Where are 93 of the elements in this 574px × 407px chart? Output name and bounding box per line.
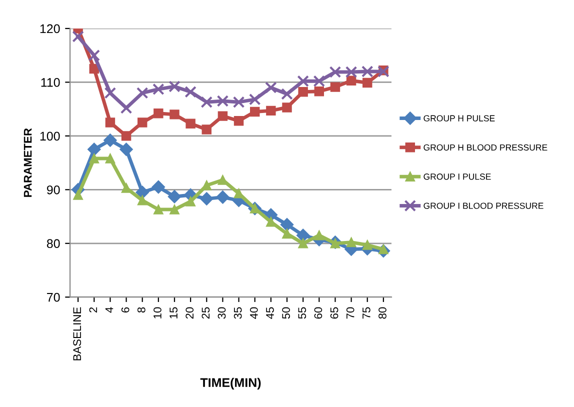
point xyxy=(121,131,132,141)
point xyxy=(346,237,356,248)
point xyxy=(202,180,212,190)
point xyxy=(232,96,245,108)
point xyxy=(168,80,180,92)
x-tick-label: BASELINE xyxy=(73,307,82,360)
x-tick-label: 80 xyxy=(378,307,386,319)
y-tick-label: 100 xyxy=(40,132,60,141)
point xyxy=(234,116,244,126)
x-tick-label: 20 xyxy=(186,307,194,319)
point xyxy=(186,118,196,128)
point xyxy=(152,83,164,96)
point xyxy=(121,183,132,193)
x-tick-label: 45 xyxy=(266,307,274,319)
point xyxy=(362,240,372,250)
point xyxy=(200,192,214,206)
point xyxy=(296,228,310,242)
y-axis-title: PARAMETER xyxy=(24,128,32,197)
point xyxy=(88,49,100,62)
point xyxy=(184,86,196,98)
legend-label: GROUP H PULSE xyxy=(424,115,495,122)
point xyxy=(361,66,374,78)
point xyxy=(168,190,182,204)
point xyxy=(298,238,308,248)
x-tick-label: 55 xyxy=(298,307,306,319)
point xyxy=(216,190,230,204)
y-tick-label: 80 xyxy=(46,239,60,248)
point xyxy=(137,118,148,128)
x-tick-label: 30 xyxy=(218,307,226,319)
x-tick-label: 40 xyxy=(250,307,258,319)
x-tick-label: 4 xyxy=(105,307,114,313)
point xyxy=(282,228,292,239)
legend-label: GROUP I PULSE xyxy=(424,174,491,180)
x-axis-title: TIME(MIN) xyxy=(200,378,261,390)
point xyxy=(218,111,228,121)
point xyxy=(265,82,277,94)
point xyxy=(104,134,117,147)
point xyxy=(137,196,148,206)
x-tick-label: 75 xyxy=(362,307,370,319)
point xyxy=(313,75,326,88)
y-tick-label: 120 xyxy=(40,24,60,34)
y-tick-label: 90 xyxy=(46,185,60,194)
point xyxy=(136,186,149,199)
point xyxy=(154,108,164,118)
point xyxy=(120,142,133,156)
point xyxy=(136,87,148,99)
point xyxy=(154,204,164,214)
x-tick-label: 35 xyxy=(234,307,242,319)
point xyxy=(314,86,324,96)
point xyxy=(266,106,276,116)
x-tick-label: 70 xyxy=(346,307,354,319)
x-tick-label: 65 xyxy=(330,307,338,319)
point xyxy=(200,96,213,108)
point xyxy=(314,230,324,240)
point xyxy=(104,87,116,99)
point xyxy=(266,217,276,227)
point xyxy=(345,66,358,78)
x-tick-label: 25 xyxy=(202,307,210,319)
point xyxy=(152,180,166,194)
point xyxy=(297,75,309,88)
point xyxy=(281,88,293,100)
point xyxy=(250,106,260,117)
y-tick-label: 70 xyxy=(47,292,60,302)
point xyxy=(105,154,116,164)
point xyxy=(282,102,292,112)
point xyxy=(298,87,308,97)
legend-label: GROUP H BLOOD PRESSURE xyxy=(424,144,548,151)
x-tick-label: 10 xyxy=(154,307,162,318)
x-tick-label: 2 xyxy=(89,307,98,312)
point xyxy=(89,154,99,164)
point xyxy=(88,142,101,156)
point xyxy=(72,30,84,42)
point xyxy=(362,78,372,88)
point xyxy=(202,124,212,134)
x-tick-label: 50 xyxy=(282,307,290,319)
x-tick-label: 60 xyxy=(314,307,322,319)
point xyxy=(280,218,294,232)
point xyxy=(73,190,83,200)
point xyxy=(330,82,340,92)
point xyxy=(346,76,356,86)
point xyxy=(329,66,342,78)
point xyxy=(170,110,180,120)
point xyxy=(186,196,196,206)
legend-label: GROUP I BLOOD PRESSURE xyxy=(424,202,544,209)
point xyxy=(248,94,261,106)
point xyxy=(216,95,229,107)
point xyxy=(234,188,244,198)
x-tick-label: 15 xyxy=(170,307,178,318)
point xyxy=(170,204,180,214)
point xyxy=(105,118,116,128)
y-tick-label: 110 xyxy=(41,78,60,87)
x-tick-label: 8 xyxy=(137,307,146,313)
x-tick-label: 6 xyxy=(121,307,130,312)
